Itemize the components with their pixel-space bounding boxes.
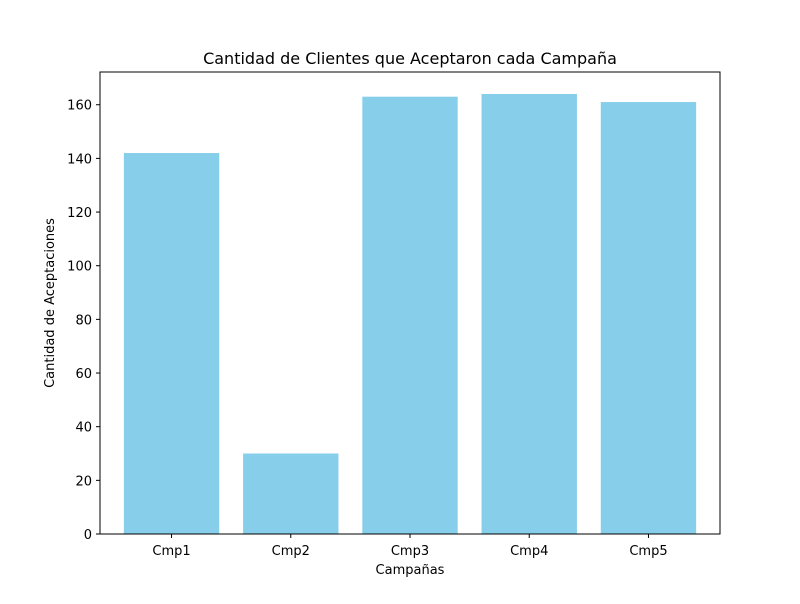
x-tick-label: Cmp1 [152, 544, 190, 559]
y-tick-label: 60 [75, 367, 92, 382]
y-tick-label: 0 [84, 528, 92, 543]
y-tick-label: 160 [67, 99, 92, 114]
x-tick-label: Cmp2 [272, 544, 310, 559]
y-tick-label: 120 [67, 206, 92, 221]
bar-cmp2 [243, 453, 339, 534]
x-tick-label: Cmp4 [510, 544, 548, 559]
x-axis-label: Campañas [376, 563, 445, 578]
bar-cmp3 [362, 96, 458, 535]
y-tick-label: 20 [75, 474, 92, 489]
bar-cmp1 [123, 153, 220, 534]
y-tick-label: 140 [67, 152, 92, 167]
bar-cmp4 [481, 94, 577, 534]
y-tick-label: 80 [75, 313, 92, 328]
bar-cmp5 [600, 102, 697, 535]
y-tick-label: 100 [67, 260, 92, 275]
y-axis-ticks: 0 20 40 60 80 100 120 140 160 [67, 99, 100, 543]
y-tick-label: 40 [75, 421, 92, 436]
plot-frame [99, 71, 721, 535]
x-axis-ticks: Cmp1 Cmp2 Cmp3 Cmp4 Cmp5 [152, 534, 668, 559]
x-tick-label: Cmp3 [391, 544, 429, 559]
x-tick-label: Cmp5 [629, 544, 667, 559]
bars-group [123, 94, 697, 535]
chart-title: Cantidad de Clientes que Aceptaron cada … [203, 49, 617, 68]
y-axis-label: Cantidad de Aceptaciones [43, 218, 58, 388]
